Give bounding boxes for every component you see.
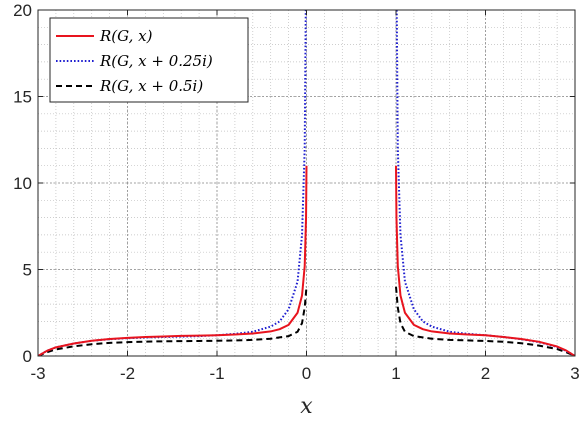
y-tick-label: 20 [13,1,32,20]
series-line-1 [395,10,575,356]
series-line-0 [395,165,575,356]
tick-marks [37,9,576,357]
series-line-2 [38,286,308,356]
x-axis-label: x [300,394,313,419]
y-tick-label: 5 [23,261,32,280]
x-tick-label: 2 [481,364,490,383]
x-tick-label: 3 [570,364,579,383]
x-tick-label: -3 [30,364,45,383]
y-tick-labels: 0 5 10 15 20 [13,1,32,366]
legend-label-0: R(G, x) [99,27,153,45]
x-tick-label: -1 [209,364,224,383]
x-tick-label: -2 [120,364,135,383]
series-layer [38,10,575,356]
series-line-0 [38,165,308,356]
y-tick-label: 0 [23,347,32,366]
y-tick-label: 15 [13,88,32,107]
x-tick-label: 1 [391,364,400,383]
legend: R(G, x) R(G, x + 0.25i) R(G, x + 0.5i) [49,17,249,103]
series-line-2 [395,286,575,356]
legend-label-1: R(G, x + 0.25i) [99,52,213,70]
x-tick-labels: -3 -2 -1 0 1 2 3 [30,364,579,383]
legend-label-2: R(G, x + 0.5i) [99,77,203,95]
y-tick-label: 10 [13,174,32,193]
legend-box [49,17,249,103]
x-tick-label: 0 [302,364,311,383]
